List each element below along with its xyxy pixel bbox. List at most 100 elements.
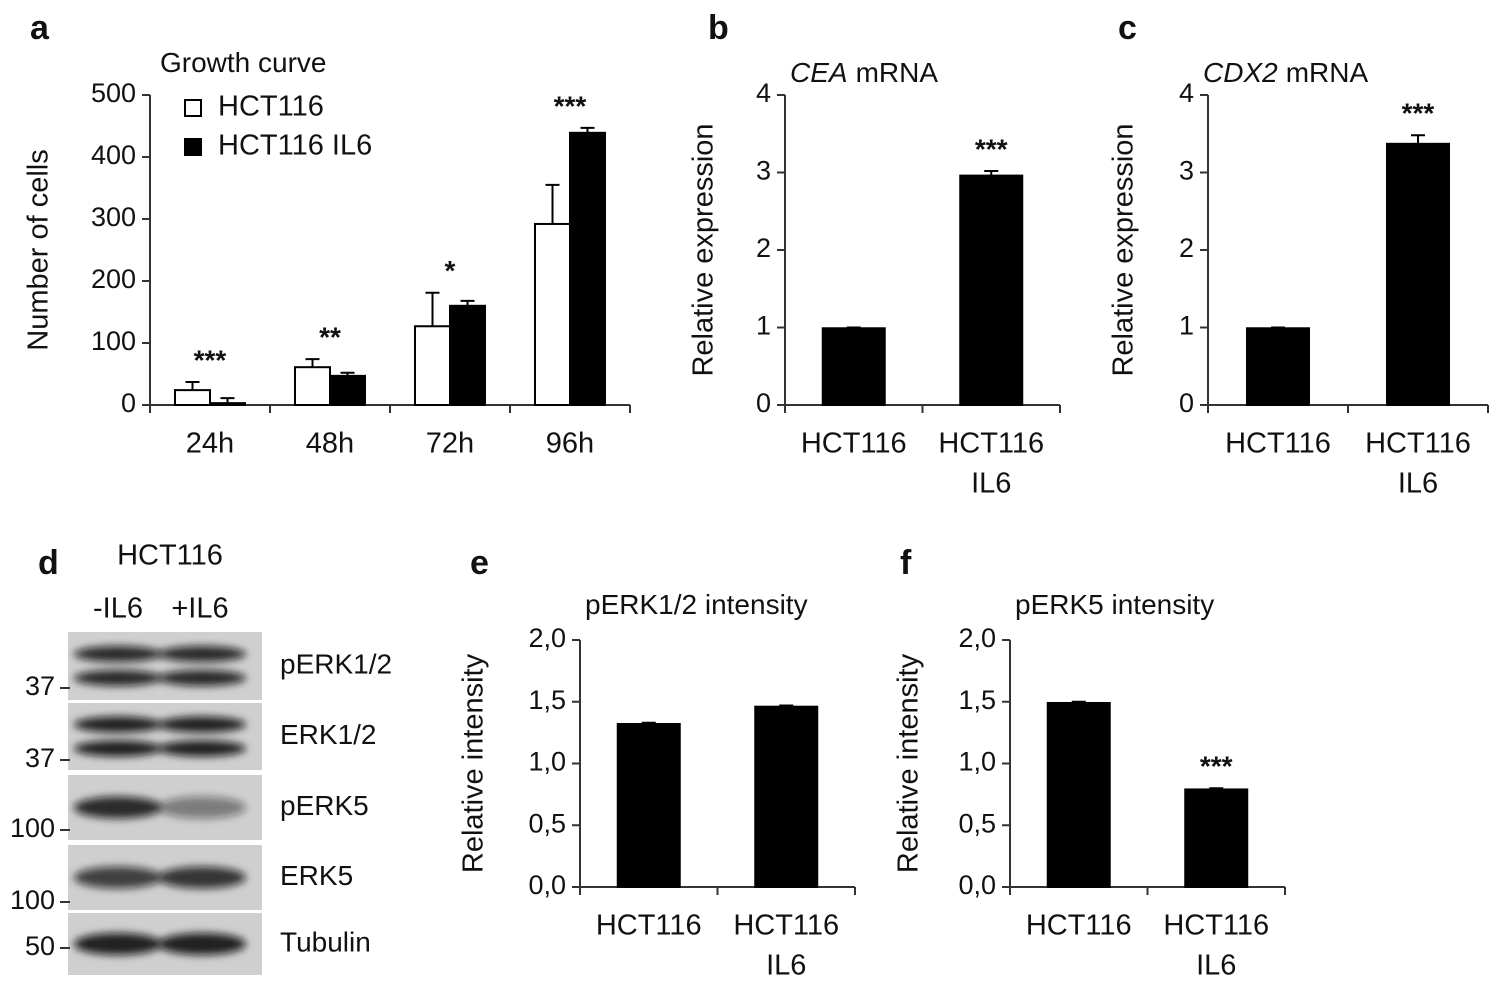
y-tick-label: 0 xyxy=(756,388,771,418)
y-tick-label: 3 xyxy=(1179,156,1194,186)
y-tick-label: 0,5 xyxy=(528,808,566,838)
x-tick-label: HCT116 xyxy=(938,428,1044,460)
bar xyxy=(294,366,331,406)
band-label: pERK1/2 xyxy=(280,648,392,679)
marker-label: 37 xyxy=(25,743,55,773)
bar xyxy=(329,374,366,406)
y-tick-label: 100 xyxy=(91,326,136,356)
y-tick-label: 300 xyxy=(91,202,136,232)
y-tick-label: 500 xyxy=(91,78,136,108)
y-tick-label: 0,0 xyxy=(958,870,996,900)
significance: *** xyxy=(1402,98,1435,129)
blot-band xyxy=(158,933,246,955)
band-label: Tubulin xyxy=(280,926,371,957)
x-tick-label: HCT116 xyxy=(1365,428,1471,460)
bar xyxy=(1046,701,1111,888)
blot-strip xyxy=(68,703,262,770)
x-tick-label: 48h xyxy=(306,428,354,460)
band-label: ERK1/2 xyxy=(280,719,377,750)
blot-band xyxy=(74,740,162,757)
x-tick-label: 24h xyxy=(186,428,234,460)
blot-band xyxy=(74,716,162,733)
error-bar xyxy=(460,299,475,306)
panel-letter: f xyxy=(900,544,912,582)
blot-band xyxy=(158,740,246,757)
y-tick-label: 2 xyxy=(1179,233,1194,263)
error-bar xyxy=(220,397,235,404)
panel-letter: e xyxy=(470,544,489,582)
x-tick-label: IL6 xyxy=(971,468,1011,500)
y-tick-label: 2 xyxy=(756,233,771,263)
y-axis-label: Relative intensity xyxy=(458,653,490,873)
error-bar xyxy=(580,126,595,133)
y-tick-label: 1,5 xyxy=(528,685,566,715)
bar xyxy=(1184,788,1249,888)
error-bar xyxy=(1071,700,1086,703)
bar xyxy=(414,325,451,407)
error-bar xyxy=(846,326,861,329)
x-tick-label: IL6 xyxy=(1196,950,1236,981)
legend-swatch xyxy=(184,138,202,156)
marker-label: 100 xyxy=(10,885,55,915)
y-axis-label: Relative expression xyxy=(1108,123,1140,376)
error-bar xyxy=(1209,787,1224,790)
chart-title: pERK1/2 intensity xyxy=(585,589,808,620)
bar xyxy=(534,222,571,406)
blot-band xyxy=(158,670,246,686)
y-tick-label: 1 xyxy=(756,311,771,341)
title-text: mRNA xyxy=(856,57,939,88)
chart-title: pERK5 intensity xyxy=(1015,589,1214,620)
x-tick-label: HCT116 xyxy=(1163,910,1269,942)
bar xyxy=(616,722,681,888)
y-tick-label: 200 xyxy=(91,264,136,294)
blot-band xyxy=(74,646,162,662)
bar xyxy=(754,705,819,888)
error-bar xyxy=(1271,326,1285,329)
bar xyxy=(449,304,486,406)
x-tick-label: HCT116 xyxy=(1225,428,1331,460)
blot-strip xyxy=(68,632,262,700)
y-tick-label: 3 xyxy=(756,156,771,186)
blot-band xyxy=(74,670,162,686)
marker-label: 37 xyxy=(25,671,55,701)
x-tick-label: IL6 xyxy=(1398,468,1438,500)
band-label: pERK5 xyxy=(280,790,369,821)
lane-label: -IL6 xyxy=(93,593,143,625)
y-tick-label: 400 xyxy=(91,140,136,170)
title-gene: CEA xyxy=(790,57,848,88)
blot-band xyxy=(158,716,246,733)
x-tick-label: 96h xyxy=(546,428,594,460)
blot-band xyxy=(158,646,246,662)
blot-band xyxy=(158,796,246,819)
y-tick-label: 1,5 xyxy=(958,685,996,715)
bar xyxy=(1386,142,1450,406)
y-tick-label: 0,5 xyxy=(958,808,996,838)
bar xyxy=(821,327,886,406)
x-tick-label: HCT116 xyxy=(733,910,839,942)
significance: *** xyxy=(194,344,227,375)
blot-band xyxy=(158,866,246,889)
title-text: mRNA xyxy=(1286,57,1369,88)
y-axis-label: Relative intensity xyxy=(893,653,925,873)
legend-label: HCT116 xyxy=(218,91,324,123)
y-tick-label: 0 xyxy=(121,388,136,418)
legend-label: HCT116 IL6 xyxy=(218,130,372,162)
title-text: pERK1/2 intensity xyxy=(585,589,808,620)
bar xyxy=(959,174,1024,406)
significance: *** xyxy=(975,133,1008,164)
panel-letter: a xyxy=(30,9,50,47)
x-tick-label: IL6 xyxy=(766,950,806,981)
y-axis-label: Number of cells xyxy=(23,149,55,350)
bar xyxy=(1246,327,1310,406)
significance: *** xyxy=(1200,751,1233,782)
significance: ** xyxy=(319,322,341,353)
chart-title: CEA mRNA xyxy=(790,57,938,88)
x-tick-label: 72h xyxy=(426,428,474,460)
band-label: ERK5 xyxy=(280,860,353,891)
bar xyxy=(209,402,246,407)
x-tick-label: HCT116 xyxy=(596,910,702,942)
bar xyxy=(569,131,606,406)
chart-title: Growth curve xyxy=(160,47,327,78)
x-tick-label: HCT116 xyxy=(801,428,907,460)
